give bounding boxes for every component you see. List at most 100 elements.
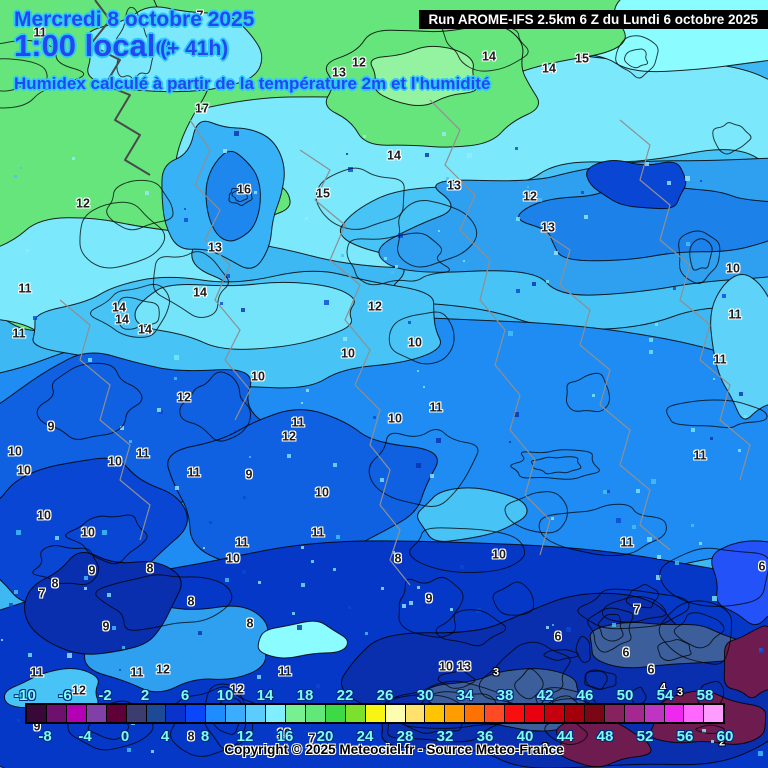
colorbar-tick-label: 30 [416,687,434,704]
colorbar-cell [86,705,107,722]
map-speckle [249,456,251,458]
map-speckle [391,271,394,274]
map-speckle [223,149,227,153]
map-value-label: 10 [8,444,22,459]
map-value-label: 11 [187,465,201,480]
map-value-label: 11 [311,525,325,540]
colorbar-tick-label: 40 [516,728,534,745]
contour-line [0,58,48,92]
colorbar-cell [106,705,127,722]
colorbar-tick-label: 14 [256,687,274,704]
map-speckle [72,157,75,160]
colorbar-cell [166,705,187,722]
map-speckle [341,350,343,352]
map-speckle [129,440,132,443]
contour-line [695,724,725,734]
colorbar-cell [445,705,466,722]
map-value-label: 9 [425,591,433,606]
map-value-label: 10 [315,485,329,500]
colorbar-tick-label: -4 [78,728,92,745]
map-value-label: 13 [541,220,555,235]
colorbar-tick-label: 24 [356,728,374,745]
map-value-label: 8 [51,576,59,591]
map-speckle [209,521,212,524]
map-speckle [527,186,529,188]
colorbar-cell [66,705,87,722]
map-speckle [175,486,179,490]
map-value-label: 6 [622,645,630,660]
map-speckle [305,217,308,220]
map-value-label: 8 [187,729,195,744]
colorbar-cell [46,705,67,722]
map-speckle [226,274,230,278]
colorbar-tick-label: 16 [276,728,294,745]
map-speckle [656,575,661,580]
map-value-label: 11 [429,400,443,415]
map-speckle [184,218,188,222]
map-speckle [710,437,713,440]
contour-line [625,584,659,609]
map-speckle [395,265,398,268]
colorbar-tick-label: 58 [696,687,714,704]
admin-border [619,119,751,481]
contour-line [79,201,166,269]
map-speckle [691,428,695,432]
map-value-label: 12 [177,390,191,405]
map-speckle [409,601,413,605]
map-speckle [365,632,368,635]
map-speckle [234,131,239,136]
admin-border [89,0,151,176]
map-region [710,273,768,420]
map-value-label: 14 [482,49,496,64]
map-speckle [151,750,154,753]
colorbar-tick-label: 28 [396,728,414,745]
colorbar-cell [266,705,286,722]
map-value-label: 10 [439,659,453,674]
map-speckle [603,490,607,494]
map-speckle [430,474,434,478]
map-value-label: 10 [341,346,355,361]
map-value-label: 10 [408,335,422,350]
map-speckle [292,612,295,615]
map-speckle [538,198,542,202]
colorbar-cell [345,705,366,722]
colorbar-cell [564,705,585,722]
colorbar-tick-label: 20 [316,728,334,745]
map-region [723,625,768,699]
map-speckle [258,581,261,584]
map-region [86,6,263,93]
contour-line [386,694,504,743]
contour-line [575,635,591,663]
map-speckle [649,350,653,354]
contour-line [398,576,464,638]
map-value-label: 10 [251,369,265,384]
map-speckle [174,377,177,380]
map-speckle [552,624,554,626]
map-value-label: 14 [115,312,129,327]
colorbar-cell [186,705,207,722]
contour-line [659,547,768,607]
contour-line [577,588,690,630]
forecast-offset-label: (+ 41h) [160,37,229,60]
map-speckle [28,653,32,657]
map-value-label: 12 [76,196,90,211]
map-speckle [525,746,529,750]
map-speckle [699,542,702,545]
map-speckle [363,135,366,138]
map-speckle [316,684,320,688]
map-value-label: 11 [620,535,634,550]
map-speckle [515,147,518,150]
map-speckle [84,587,87,590]
map-value-label: 11 [693,448,707,463]
map-speckle [546,626,549,629]
map-value-label: 12 [368,299,382,314]
date-label: Mercredi 8 octobre 2025 [14,8,255,31]
map-speckle [673,287,676,290]
map-speckle [344,354,348,358]
map-value-label: 10 [388,411,402,426]
map-speckle [450,608,453,611]
map-speckle [14,175,17,178]
map-speckle [463,260,465,262]
colorbar-tick-label: 50 [616,687,634,704]
